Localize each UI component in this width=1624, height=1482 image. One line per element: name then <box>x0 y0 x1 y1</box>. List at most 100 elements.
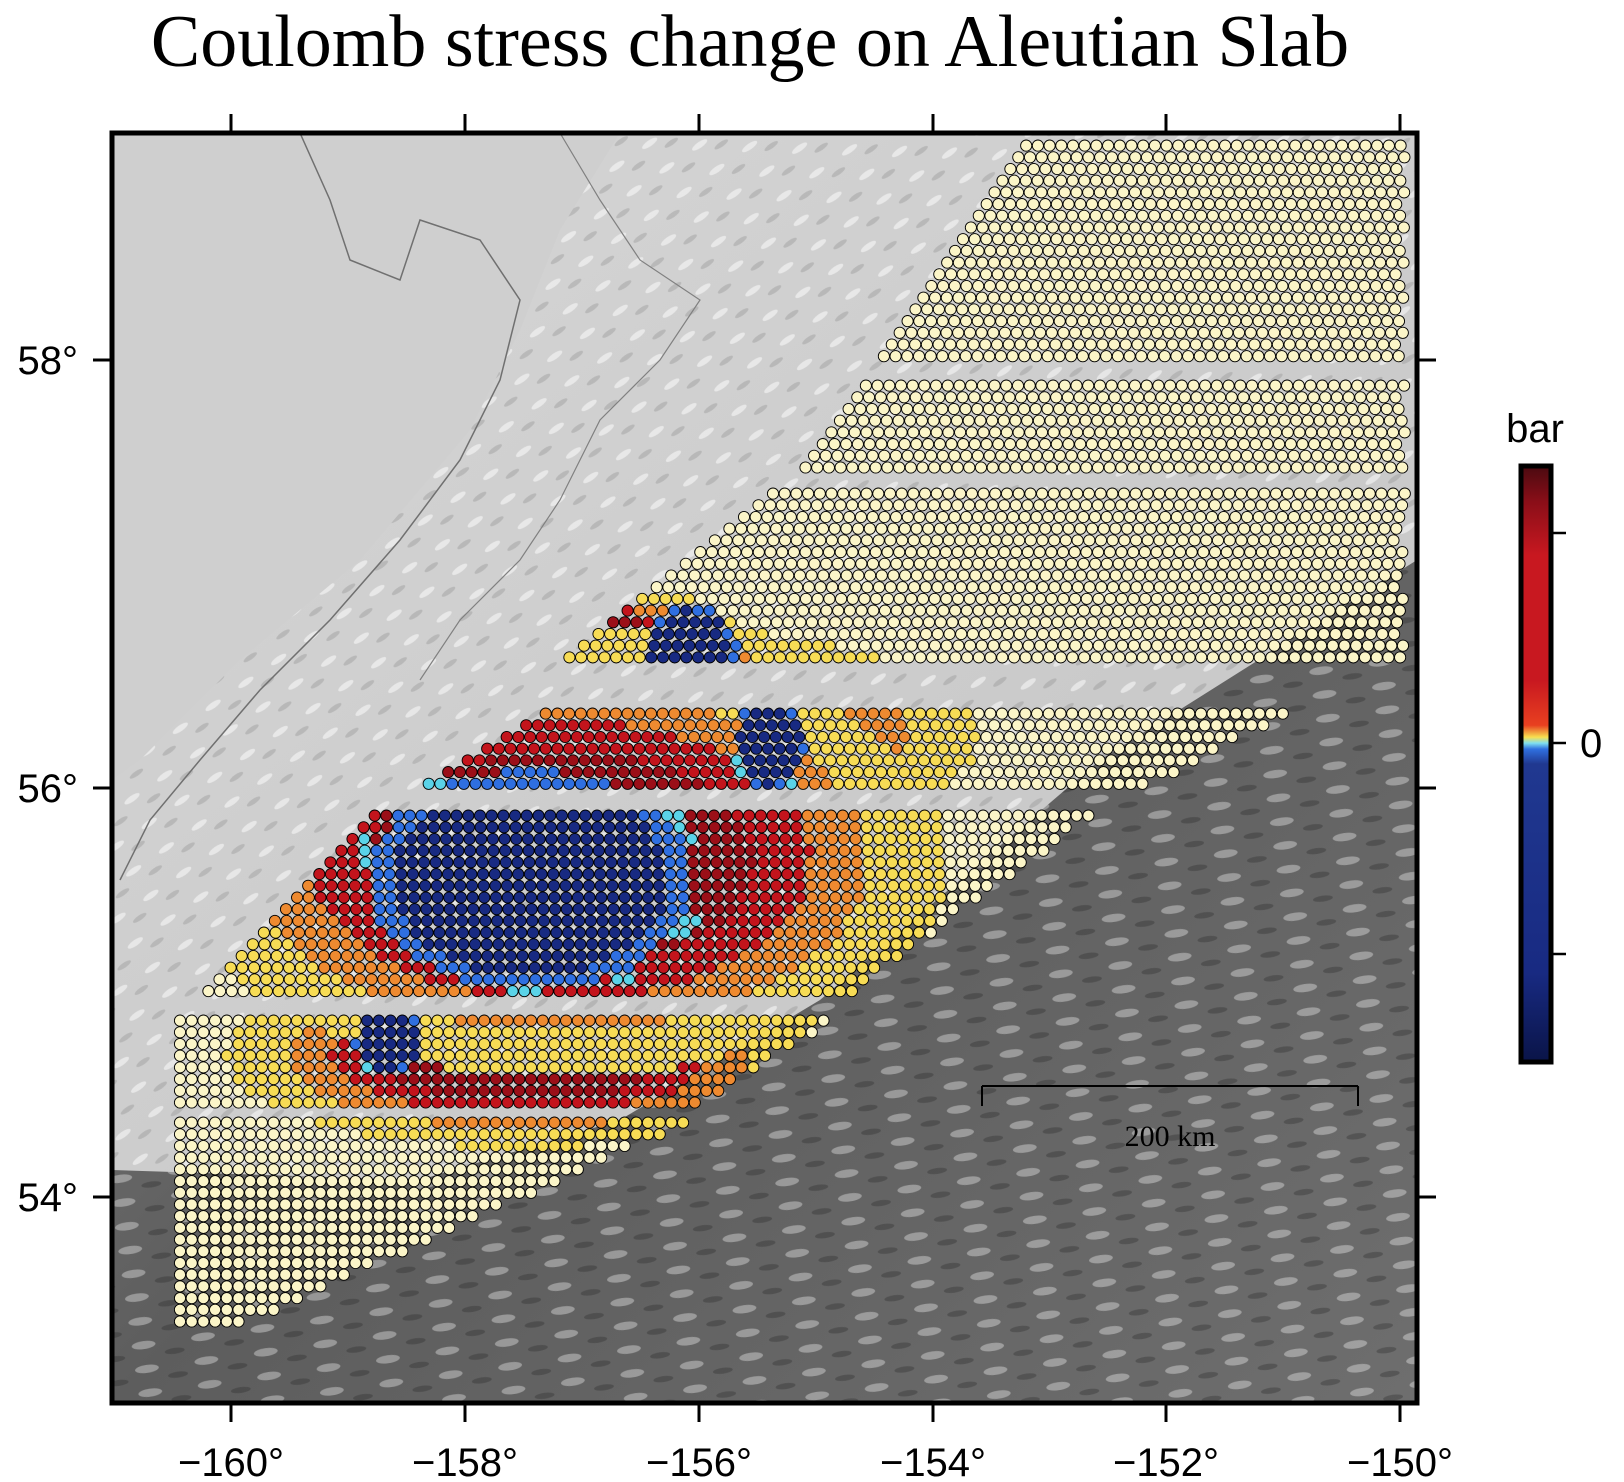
grid-point <box>350 903 363 916</box>
grid-point <box>700 1037 713 1051</box>
grid-point <box>1007 279 1020 293</box>
grid-point <box>848 821 862 834</box>
grid-point <box>928 461 941 474</box>
grid-point <box>726 742 739 755</box>
grid-point <box>443 1073 456 1086</box>
grid-point <box>1012 821 1025 834</box>
grid-point <box>1179 522 1192 535</box>
grid-point <box>894 719 907 732</box>
grid-point <box>814 832 827 846</box>
grid-point <box>1273 522 1286 535</box>
grid-point <box>533 832 546 846</box>
grid-point <box>767 627 781 641</box>
grid-point <box>501 1163 514 1176</box>
grid-point <box>789 719 802 732</box>
grid-point <box>1042 742 1055 755</box>
grid-point <box>1269 221 1282 234</box>
grid-point <box>1128 256 1141 269</box>
grid-point <box>548 1073 561 1086</box>
grid-point <box>965 426 978 439</box>
grid-point <box>1121 616 1134 629</box>
grid-point <box>267 1186 280 1199</box>
grid-point <box>1128 186 1142 199</box>
grid-point <box>665 1026 678 1039</box>
grid-point <box>462 809 475 822</box>
grid-point <box>614 809 627 822</box>
grid-point <box>875 879 888 892</box>
grid-point <box>339 914 352 927</box>
grid-point <box>722 868 735 881</box>
grid-point <box>862 856 875 869</box>
grid-point <box>1361 291 1375 304</box>
grid-point <box>1347 651 1360 664</box>
grid-point <box>1112 707 1126 720</box>
grid-point <box>1372 461 1385 474</box>
grid-point <box>1288 604 1301 617</box>
grid-point <box>1227 616 1240 629</box>
grid-point <box>407 1037 421 1051</box>
grid-point <box>432 914 445 927</box>
grid-point <box>1217 279 1230 293</box>
grid-point <box>965 809 978 822</box>
grid-point <box>1396 461 1409 474</box>
grid-point <box>689 903 702 916</box>
grid-point <box>1026 268 1039 281</box>
grid-point <box>1332 616 1345 629</box>
grid-point <box>1397 256 1410 269</box>
grid-point <box>685 581 698 594</box>
grid-point <box>987 256 1001 269</box>
grid-point <box>331 985 344 998</box>
grid-point <box>691 742 704 755</box>
grid-point <box>453 766 466 779</box>
grid-point <box>478 1037 491 1051</box>
grid-point <box>703 604 716 617</box>
grid-point <box>313 868 326 881</box>
grid-point <box>1081 291 1094 304</box>
grid-point <box>1268 326 1281 339</box>
grid-point <box>829 616 842 629</box>
grid-point <box>582 730 595 744</box>
grid-point <box>770 891 783 904</box>
grid-point <box>864 903 878 916</box>
grid-point <box>980 438 993 451</box>
grid-point <box>513 1061 526 1074</box>
grid-point <box>1097 438 1110 451</box>
grid-point <box>560 903 573 916</box>
grid-point <box>255 1128 268 1141</box>
grid-point <box>755 534 768 547</box>
grid-point <box>933 522 947 535</box>
grid-point <box>1226 198 1239 211</box>
grid-point <box>548 1139 561 1153</box>
grid-point <box>1374 186 1387 199</box>
grid-point <box>387 949 400 963</box>
grid-point <box>1013 844 1027 857</box>
grid-point <box>887 569 900 582</box>
grid-point <box>563 651 576 664</box>
grid-point <box>1245 256 1258 269</box>
grid-point <box>459 985 472 998</box>
grid-point <box>1101 244 1114 257</box>
grid-point <box>1058 221 1071 234</box>
grid-point <box>712 1049 725 1062</box>
grid-point <box>924 402 937 416</box>
grid-point <box>431 1084 444 1097</box>
grid-point <box>1351 151 1364 164</box>
grid-point <box>407 1084 421 1097</box>
grid-point <box>1092 291 1105 304</box>
grid-point <box>1203 162 1216 176</box>
grid-point <box>1281 186 1294 199</box>
grid-point <box>1186 592 1199 605</box>
grid-point <box>876 891 889 904</box>
grid-point <box>1269 186 1282 199</box>
grid-point <box>1035 151 1048 164</box>
grid-point <box>980 879 993 892</box>
grid-point <box>539 949 552 963</box>
grid-point <box>733 856 746 869</box>
grid-point <box>1283 338 1296 351</box>
grid-point <box>1378 522 1391 535</box>
grid-point <box>396 891 409 904</box>
grid-point <box>966 832 979 846</box>
grid-point <box>430 879 443 892</box>
grid-point <box>1369 402 1382 416</box>
lon-tick-label-150: −150° <box>1347 1441 1453 1482</box>
